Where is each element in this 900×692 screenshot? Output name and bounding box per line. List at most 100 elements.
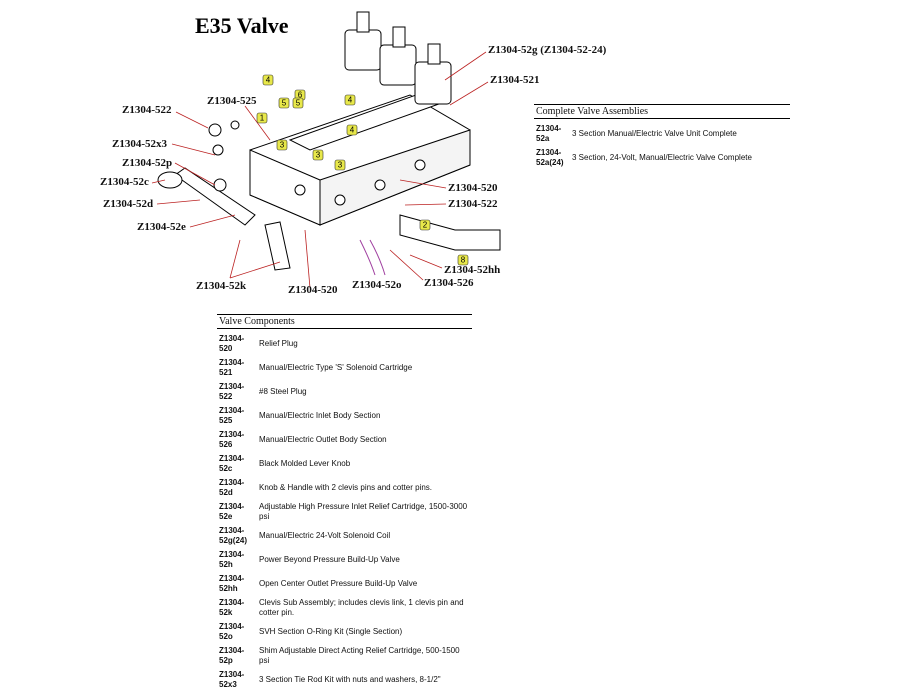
description: Black Molded Lever Knob [259, 459, 351, 468]
callout: Z1304-520 [288, 284, 338, 296]
table-row: Z1304-52h Power Beyond Pressure Build-Up … [217, 548, 472, 572]
description: Relief Plug [259, 339, 298, 348]
marker-box [262, 74, 274, 86]
part-number: Z1304-52h [219, 550, 245, 569]
part-number: Z1304-52g(24) [219, 526, 248, 545]
marker-label: 5 [296, 99, 301, 108]
description: Shim Adjustable Direct Acting Relief Car… [259, 646, 460, 665]
callout: Z1304-52k [196, 280, 247, 292]
callout: Z1304-520 [448, 182, 498, 194]
marker-box [276, 139, 288, 151]
table-row: Z1304-52g(24) Manual/Electric 24-Volt Sol… [217, 524, 472, 548]
part-number: Z1304-525 [219, 406, 245, 425]
marker-box [419, 219, 431, 231]
marker-label: 8 [461, 256, 466, 265]
description: SVH Section O-Ring Kit (Single Section) [259, 627, 403, 636]
marker-label: 6 [298, 91, 303, 100]
description: Open Center Outlet Pressure Build-Up Val… [259, 579, 418, 588]
callout: Z1304-522 [122, 104, 172, 116]
marker-box [256, 112, 268, 124]
table-heading: Complete Valve Assemblies [534, 104, 790, 119]
callout: Z1304-526 [424, 277, 474, 289]
diagram: E35 Valve Z1304-52g (Z1304-52-24) Z1304-… [100, 11, 607, 296]
callout: Z1304-52d [103, 198, 153, 210]
marker-label: 3 [316, 151, 321, 160]
table-row: Z1304-52d Knob & Handle with 2 clevis pin… [217, 476, 472, 500]
part-number: Z1304-52e [219, 502, 245, 521]
table-row: Z1304-52e Adjustable High Pressure Inlet … [217, 500, 472, 524]
description: Manual/Electric Outlet Body Section [259, 435, 387, 444]
marker-label: 5 [282, 99, 287, 108]
table-row: Z1304-526 Manual/Electric Outlet Body Sec… [217, 428, 472, 452]
marker-label: 3 [280, 141, 285, 150]
table-row: Z1304-521 Manual/Electric Type 'S' Soleno… [217, 356, 472, 380]
part-number: Z1304-52o [219, 622, 245, 641]
table-heading: Valve Components [217, 314, 472, 329]
callout: Z1304-521 [490, 74, 540, 86]
marker-label: 3 [338, 161, 343, 170]
part-number: Z1304-52x3 [219, 670, 245, 689]
description: 3 Section, 24-Volt, Manual/Electric Valv… [572, 153, 752, 162]
title: E35 Valve [195, 13, 289, 38]
description: Adjustable High Pressure Inlet Relief Ca… [259, 502, 468, 521]
description: Manual/Electric Inlet Body Section [259, 411, 381, 420]
valve-drawing [157, 11, 501, 276]
part-number: Z1304-526 [219, 430, 245, 449]
part-number: Z1304-521 [219, 358, 245, 377]
marker-label: 4 [266, 76, 271, 85]
table: Z1304-52a 3 Section Manual/Electric Valve… [534, 122, 790, 170]
part-number: Z1304-52d [219, 478, 245, 497]
marker-label: 4 [348, 96, 353, 105]
marker-label: 1 [260, 114, 265, 123]
part-number: Z1304-52a [536, 124, 562, 143]
part-number: Z1304-52p [219, 646, 245, 665]
table-row: Z1304-52hh Open Center Outlet Pressure Bu… [217, 572, 472, 596]
page: {"title":"E35 Valve", "callouts":["Z1304… [100, 11, 790, 689]
marker-box [457, 254, 469, 266]
part-number: Z1304-52c [219, 454, 245, 473]
description: 3 Section Manual/Electric Valve Unit Com… [572, 129, 737, 138]
callout: Z1304-52g (Z1304-52-24) [488, 44, 607, 56]
part-number: Z1304-52hh [219, 574, 245, 593]
table-row: Z1304-52a 3 Section Manual/Electric Valve… [534, 122, 790, 146]
marker-label: 2 [423, 221, 428, 230]
marker-box [334, 159, 346, 171]
description: 3 Section Tie Rod Kit with nuts and wash… [259, 675, 441, 684]
description: Knob & Handle with 2 clevis pins and cot… [259, 483, 432, 492]
table-row: Z1304-52x3 3 Section Tie Rod Kit with nut… [217, 668, 472, 692]
page-body: E35 Valve Z1304-52g (Z1304-52-24) Z1304-… [100, 11, 790, 689]
callout: Z1304-525 [207, 95, 257, 107]
table-row: Z1304-525 Manual/Electric Inlet Body Sect… [217, 404, 472, 428]
table-row: Z1304-52c Black Molded Lever Knob [217, 452, 472, 476]
callout: Z1304-52x3 [112, 138, 168, 150]
table-row: Z1304-52p Shim Adjustable Direct Acting R… [217, 644, 472, 668]
callout: Z1304-52p [122, 157, 172, 169]
part-number: Z1304-520 [219, 334, 245, 353]
table-row: Z1304-52o SVH Section O-Ring Kit (Single … [217, 620, 472, 644]
table-row: Z1304-52a(24) 3 Section, 24-Volt, Manual/… [534, 146, 790, 170]
marker-box [346, 124, 358, 136]
callout: Z1304-52hh [444, 264, 500, 276]
marker-box [278, 97, 290, 109]
description: Manual/Electric Type 'S' Solenoid Cartri… [259, 363, 413, 372]
callout: Z1304-522 [448, 198, 498, 210]
callout: Z1304-52c [100, 176, 149, 188]
components-table: Valve Components Z1304-520 Relief Plug Z13… [217, 314, 472, 692]
description: Power Beyond Pressure Build-Up Valve [259, 555, 400, 564]
table-row: Z1304-522 #8 Steel Plug [217, 380, 472, 404]
marker-box [344, 94, 356, 106]
description: Manual/Electric 24-Volt Solenoid Coil [259, 531, 391, 540]
table: Z1304-520 Relief Plug Z1304-521 Manual/Elec… [217, 332, 472, 692]
callout: Z1304-52e [137, 221, 186, 233]
marker-box [292, 97, 304, 109]
table-row: Z1304-520 Relief Plug [217, 332, 472, 356]
assemblies-table: Complete Valve Assemblies Z1304-52a 3 Sec… [534, 104, 790, 170]
part-number: Z1304-522 [219, 382, 245, 401]
leader-lines [151, 51, 489, 289]
callout: Z1304-52o [352, 279, 402, 291]
callouts: Z1304-52g (Z1304-52-24) Z1304-521 Z1304-… [100, 44, 607, 296]
part-number: Z1304-52a(24) [536, 148, 564, 167]
marker-label: 4 [350, 126, 355, 135]
marker-box [312, 149, 324, 161]
